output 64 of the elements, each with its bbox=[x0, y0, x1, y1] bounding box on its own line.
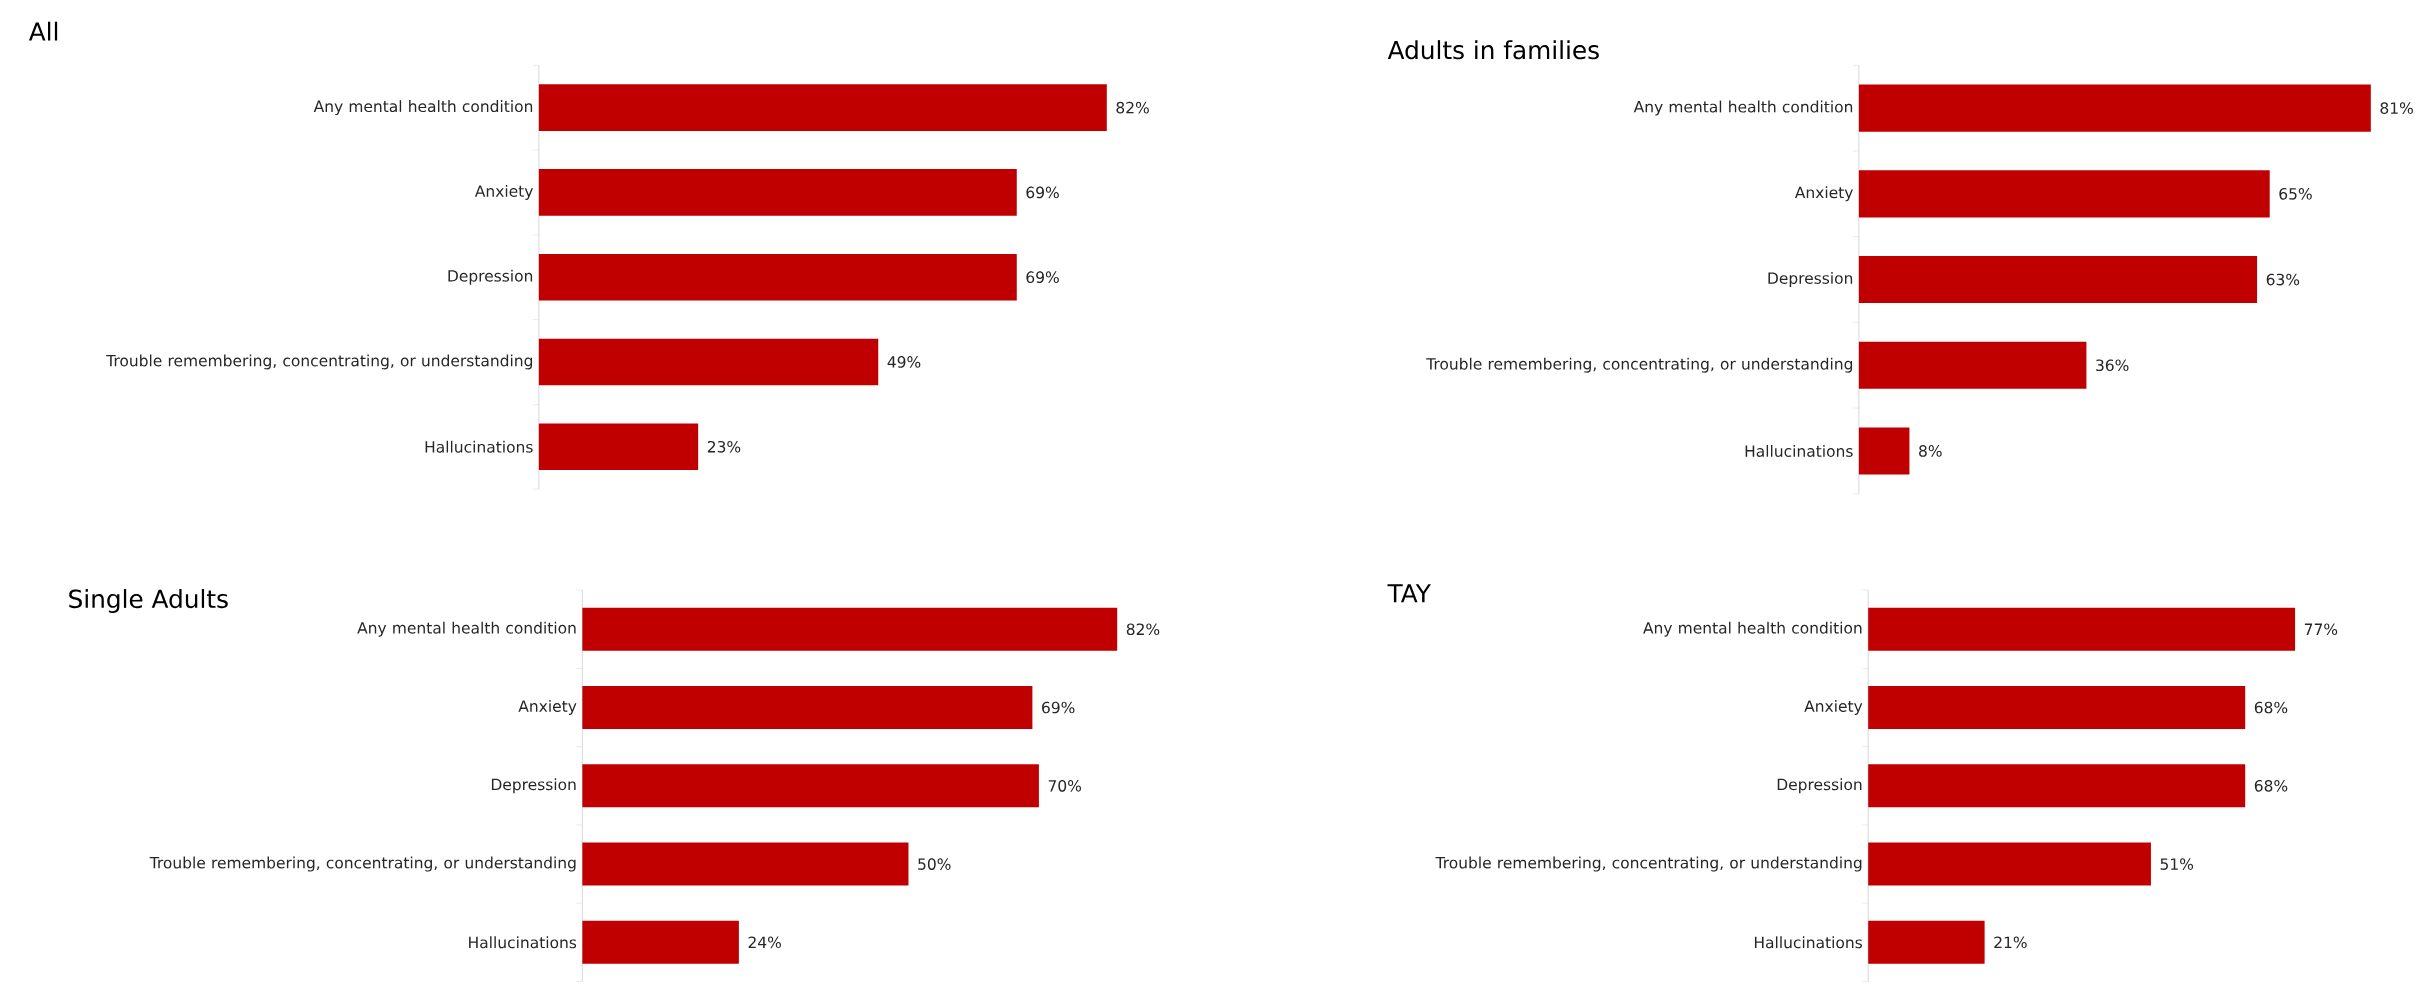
data-label: 24% bbox=[748, 936, 781, 949]
y-tick-label: Depression bbox=[491, 778, 576, 794]
bar bbox=[582, 685, 1033, 729]
y-tick-label: Trouble remembering, concentrating, or understanding bbox=[1435, 856, 1862, 872]
bar bbox=[1868, 685, 2246, 729]
data-label: 8% bbox=[1919, 444, 1942, 457]
text: All bbox=[28, 21, 58, 41]
bar bbox=[582, 607, 1118, 651]
data-label: 68% bbox=[2254, 779, 2288, 792]
data-label: 68% bbox=[2254, 701, 2288, 714]
data-label: 63% bbox=[2266, 273, 2300, 286]
bar bbox=[582, 920, 739, 964]
data-label: 65% bbox=[2279, 187, 2312, 200]
data-label: 50% bbox=[918, 858, 951, 870]
bar bbox=[538, 253, 1017, 301]
data-label: 70% bbox=[1048, 779, 1082, 792]
y-tick-label: Hallucinations bbox=[469, 936, 577, 949]
data-label: 77% bbox=[2304, 623, 2338, 635]
bar bbox=[1858, 427, 1910, 475]
bar bbox=[1858, 170, 2270, 218]
data-label: 69% bbox=[1026, 271, 1059, 283]
bar bbox=[1868, 764, 2246, 808]
data-label: 69% bbox=[1026, 186, 1059, 199]
bar bbox=[538, 84, 1107, 131]
bar bbox=[582, 764, 1039, 808]
y-tick-label: Trouble remembering, concentrating, or understanding bbox=[149, 856, 576, 872]
text: TAY bbox=[1387, 584, 1431, 603]
data-label: 81% bbox=[2380, 102, 2413, 114]
y-tick-label: Hallucinations bbox=[1754, 936, 1862, 949]
bar bbox=[538, 338, 879, 386]
bar bbox=[1868, 842, 2151, 886]
bar bbox=[1858, 341, 2087, 389]
data-label: 23% bbox=[707, 440, 741, 453]
text: Adults in families bbox=[1387, 40, 1599, 60]
bar bbox=[538, 423, 699, 470]
bar bbox=[1868, 920, 1985, 964]
y-tick-label: Anxiety bbox=[474, 184, 533, 200]
y-tick-label: Hallucinations bbox=[1745, 444, 1853, 457]
bar bbox=[538, 168, 1017, 216]
y-tick-label: Trouble remembering, concentrating, or understanding bbox=[106, 354, 533, 370]
bar bbox=[1858, 255, 2258, 303]
data-label: 82% bbox=[1116, 101, 1149, 114]
y-tick-label: Anxiety bbox=[518, 699, 577, 715]
bar bbox=[1868, 607, 2296, 651]
y-tick-label: Depression bbox=[1777, 778, 1862, 794]
y-tick-label: Any mental health condition bbox=[1643, 621, 1862, 637]
data-label: 69% bbox=[1042, 701, 1075, 714]
y-tick-label: Depression bbox=[448, 269, 533, 285]
y-tick-label: Anxiety bbox=[1804, 699, 1863, 715]
y-tick-label: Depression bbox=[1768, 271, 1853, 287]
bar bbox=[582, 842, 909, 886]
y-tick-label: Any mental health condition bbox=[1633, 100, 1853, 116]
y-tick-label: Any mental health condition bbox=[313, 100, 533, 116]
data-label: 21% bbox=[1994, 936, 2027, 949]
bar bbox=[1858, 84, 2371, 132]
y-tick-label: Hallucinations bbox=[425, 440, 533, 453]
y-tick-label: Anxiety bbox=[1794, 186, 1853, 202]
y-tick-label: Trouble remembering, concentrating, or understanding bbox=[1426, 357, 1853, 373]
y-tick-label: Any mental health condition bbox=[357, 621, 576, 637]
data-label: 82% bbox=[1126, 623, 1160, 635]
text: Single Adults bbox=[69, 588, 228, 613]
data-label: 51% bbox=[2160, 858, 2194, 870]
data-label: 49% bbox=[887, 356, 921, 368]
data-label: 36% bbox=[2096, 359, 2129, 371]
